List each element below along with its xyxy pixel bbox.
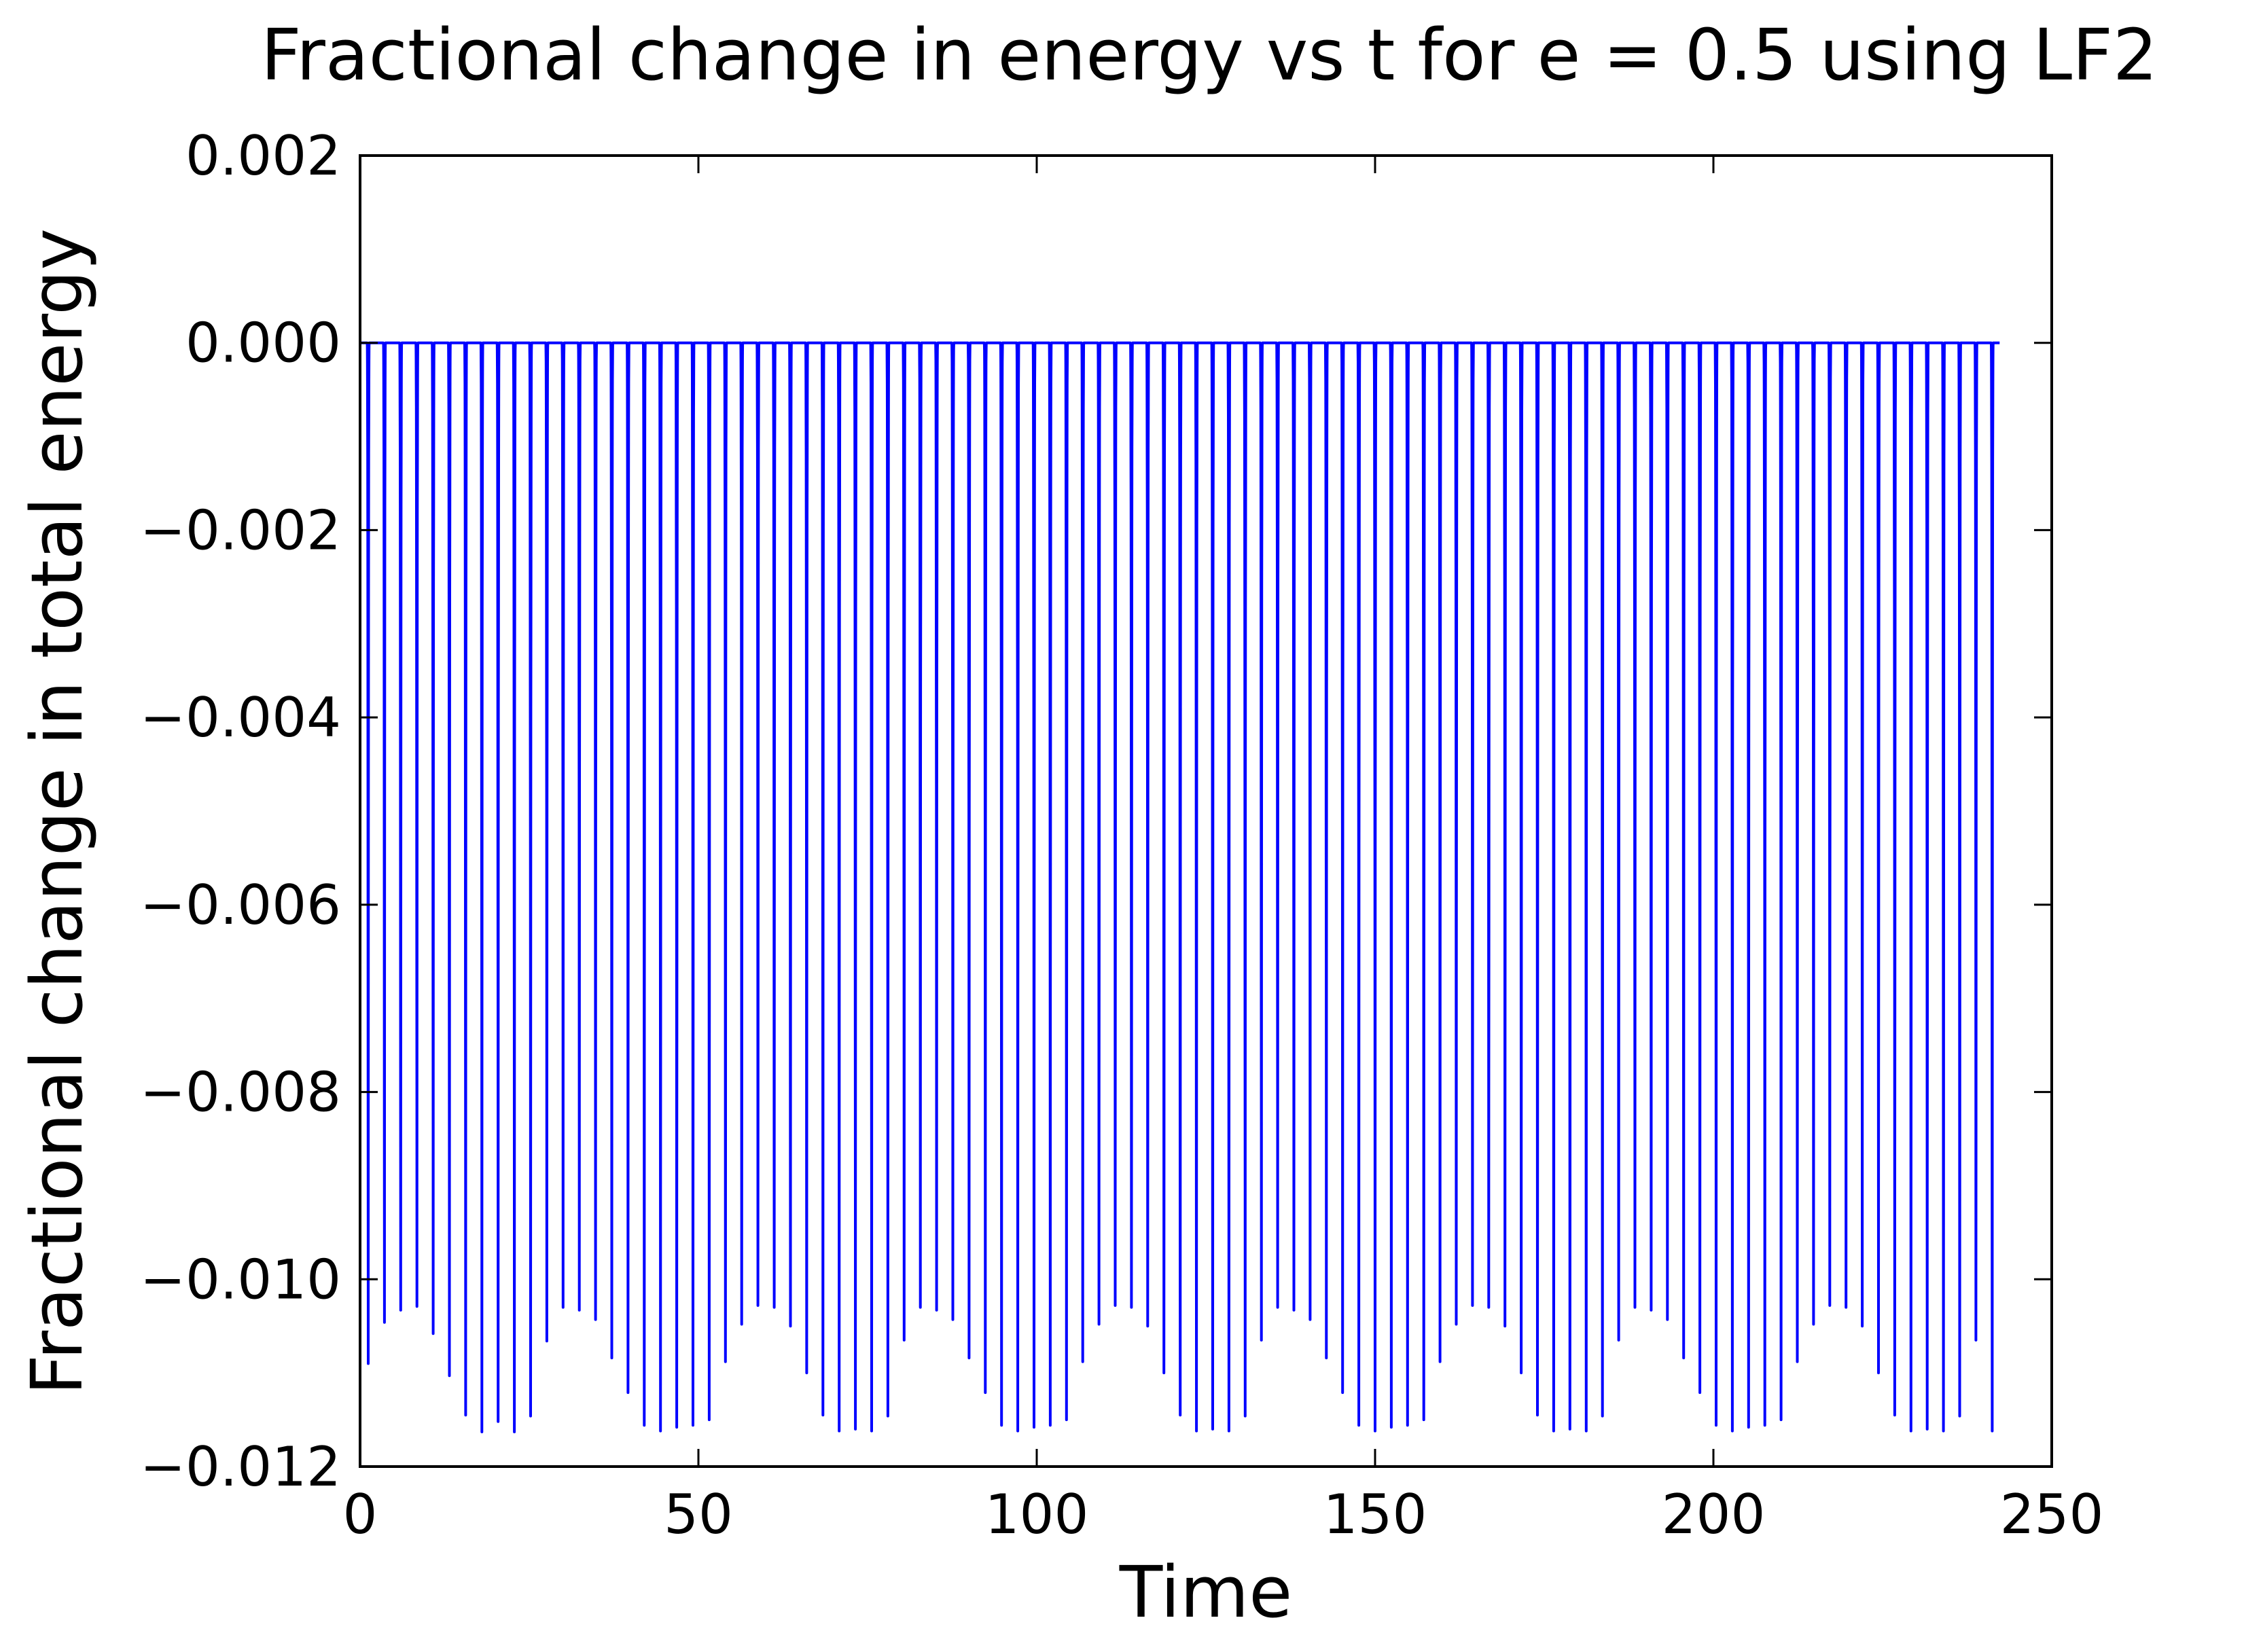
plot-area bbox=[359, 154, 2053, 1468]
y-tick-label: 0.000 bbox=[185, 312, 341, 375]
series-layer bbox=[360, 341, 2000, 1433]
x-tick-label: 100 bbox=[985, 1483, 1089, 1546]
x-axis: 0 50 100 150 200 250 bbox=[343, 156, 2104, 1546]
y-tick-label: −0.006 bbox=[140, 874, 341, 937]
series-line bbox=[360, 341, 2000, 1433]
y-axis-label: Fractional change in total energy bbox=[16, 228, 99, 1395]
y-tick-label: −0.002 bbox=[140, 499, 341, 562]
y-tick-label: −0.012 bbox=[140, 1435, 341, 1498]
x-tick-label: 250 bbox=[2000, 1483, 2104, 1546]
x-axis-label: Time bbox=[1119, 1551, 1293, 1634]
axes-frame bbox=[359, 154, 2053, 1468]
x-tick-label: 200 bbox=[1662, 1483, 1766, 1546]
y-tick-label: −0.010 bbox=[140, 1248, 341, 1311]
y-tick-label: 0.002 bbox=[185, 124, 341, 187]
y-tick-label: −0.004 bbox=[140, 686, 341, 749]
x-tick-label: 0 bbox=[343, 1483, 378, 1546]
x-tick-label: 50 bbox=[664, 1483, 733, 1546]
chart-title: Fractional change in energy vs t for e =… bbox=[261, 14, 2158, 96]
x-tick-label: 150 bbox=[1323, 1483, 1427, 1546]
y-tick-label: −0.008 bbox=[140, 1061, 341, 1124]
y-axis: 0.002 0.000 −0.002 −0.004 −0.006 −0.008 −0.010… bbox=[140, 124, 2052, 1498]
